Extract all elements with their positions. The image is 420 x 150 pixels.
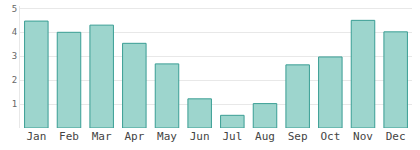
svg-text:Nov: Nov [353,130,373,143]
svg-text:Dec: Dec [386,130,406,143]
svg-text:Oct: Oct [320,130,340,143]
svg-text:2: 2 [12,75,17,85]
svg-text:Feb: Feb [59,130,79,143]
svg-text:May: May [157,130,177,143]
svg-text:Apr: Apr [124,130,144,143]
svg-text:1: 1 [12,99,17,109]
svg-text:5: 5 [12,4,17,14]
svg-text:Jul: Jul [222,130,242,143]
svg-text:3: 3 [12,51,17,61]
svg-text:Aug: Aug [255,130,275,143]
svg-text:Jan: Jan [26,130,46,143]
svg-text:Jun: Jun [190,130,210,143]
svg-text:Sep: Sep [288,130,308,143]
svg-text:Mar: Mar [92,130,112,143]
svg-text:4: 4 [12,27,17,37]
